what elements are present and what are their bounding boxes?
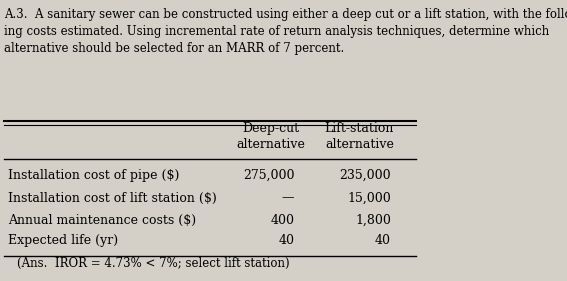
Text: Installation cost of lift station ($): Installation cost of lift station ($) bbox=[9, 192, 217, 205]
Text: —: — bbox=[282, 192, 294, 205]
Text: A.3.  A sanitary sewer can be constructed using either a deep cut or a lift stat: A.3. A sanitary sewer can be constructed… bbox=[4, 8, 567, 55]
Text: Expected life (yr): Expected life (yr) bbox=[9, 234, 119, 247]
Text: Lift-station
alternative: Lift-station alternative bbox=[325, 122, 394, 151]
Text: Deep-cut
alternative: Deep-cut alternative bbox=[237, 122, 306, 151]
Text: 400: 400 bbox=[270, 214, 294, 227]
Text: 40: 40 bbox=[375, 234, 391, 247]
Text: 15,000: 15,000 bbox=[347, 192, 391, 205]
Text: 40: 40 bbox=[278, 234, 294, 247]
Text: Installation cost of pipe ($): Installation cost of pipe ($) bbox=[9, 169, 180, 182]
Text: 275,000: 275,000 bbox=[243, 169, 294, 182]
Text: (Ans.  IROR = 4.73% < 7%; select lift station): (Ans. IROR = 4.73% < 7%; select lift sta… bbox=[17, 257, 289, 270]
Text: Annual maintenance costs ($): Annual maintenance costs ($) bbox=[9, 214, 197, 227]
Text: 235,000: 235,000 bbox=[340, 169, 391, 182]
Text: 1,800: 1,800 bbox=[355, 214, 391, 227]
